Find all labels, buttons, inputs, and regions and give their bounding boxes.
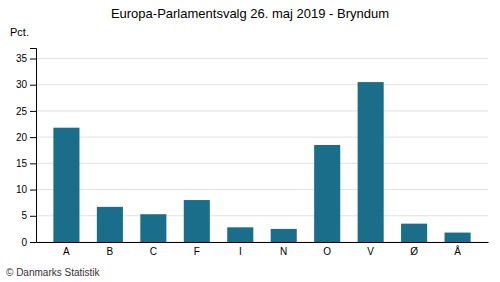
x-tick: O <box>323 246 331 257</box>
x-tick-label: C <box>150 246 157 257</box>
y-tick: 15 <box>16 158 36 169</box>
x-tick: Å <box>454 245 461 257</box>
x-tick: B <box>107 246 114 257</box>
x-tick: A <box>63 246 70 257</box>
y-axis: 0 5 10 15 20 25 30 35 <box>16 49 37 248</box>
y-tick-mark <box>30 85 36 86</box>
y-tick-mark <box>30 242 36 243</box>
x-tick-label: F <box>194 246 200 257</box>
x-tick-label: V <box>367 246 374 257</box>
y-tick-label: 5 <box>21 210 27 221</box>
bar <box>401 224 427 242</box>
y-axis-line <box>30 49 37 243</box>
x-tick-label: A <box>63 246 70 257</box>
bar <box>314 145 340 242</box>
x-tick-label: Ø <box>410 246 418 257</box>
y-tick: 35 <box>16 53 36 64</box>
y-tick-label: 20 <box>16 132 28 143</box>
x-tick: V <box>367 246 374 257</box>
y-tick-label: 30 <box>16 79 28 90</box>
grid-line <box>36 58 488 59</box>
grid <box>36 58 488 242</box>
bar <box>271 229 297 242</box>
y-tick-mark <box>30 137 36 138</box>
x-tick-label: I <box>239 246 242 257</box>
grid-line <box>36 137 488 138</box>
bar <box>227 227 253 242</box>
x-tick-label: B <box>107 246 114 257</box>
y-tick: 25 <box>16 106 36 117</box>
y-axis-label: Pct. <box>10 26 29 38</box>
plot: 0 5 10 15 20 25 30 35 A B C F I N O V Ø Å <box>16 49 489 258</box>
y-tick-label: 10 <box>16 184 28 195</box>
y-tick-label: 25 <box>16 106 28 117</box>
x-tick: I <box>239 246 242 257</box>
grid-line <box>36 110 488 111</box>
y-tick-mark <box>30 163 36 164</box>
x-axis-line <box>37 242 489 243</box>
annotation: © Danmarks Statistik <box>6 267 101 278</box>
bar <box>184 200 210 242</box>
x-axis: ABCFINOVØÅ <box>37 243 489 258</box>
bar <box>140 214 166 242</box>
x-tick: Ø <box>410 246 418 257</box>
y-tick-label: 35 <box>16 53 28 64</box>
y-tick-mark <box>30 190 36 191</box>
y-tick: 10 <box>16 184 36 195</box>
y-tick-mark <box>30 216 36 217</box>
x-tick-label: N <box>280 246 287 257</box>
title: Europa-Parlamentsvalg 26. maj 2019 - Bry… <box>111 6 389 21</box>
y-tick-mark <box>30 111 36 112</box>
x-tick: C <box>150 246 157 257</box>
bars <box>53 82 470 242</box>
y-tick-label: 15 <box>16 158 28 169</box>
y-tick: 5 <box>21 210 36 221</box>
bar <box>445 233 471 242</box>
y-tick: 30 <box>16 79 36 90</box>
grid-line <box>36 84 488 85</box>
chart: Europa-Parlamentsvalg 26. maj 2019 - Bry… <box>0 0 500 282</box>
bar <box>97 207 123 242</box>
x-tick: N <box>280 246 287 257</box>
x-tick: F <box>194 246 200 257</box>
y-tick-label: 0 <box>21 237 27 248</box>
bar <box>53 128 79 242</box>
y-tick-mark <box>30 58 36 59</box>
x-tick-label: O <box>323 246 331 257</box>
y-tick: 20 <box>16 132 36 143</box>
grid-line <box>36 163 488 164</box>
x-tick-label: Å <box>454 245 461 257</box>
bar <box>358 82 384 242</box>
y-tick: 0 <box>21 237 36 248</box>
grid-line <box>36 189 488 190</box>
